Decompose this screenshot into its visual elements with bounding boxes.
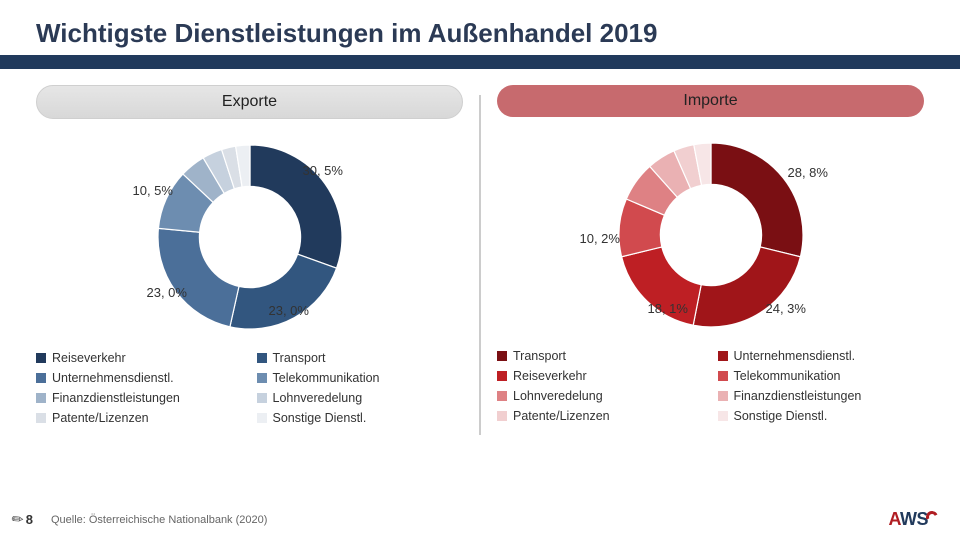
- donut-slice: [158, 228, 239, 326]
- legend-label: Telekommunikation: [734, 369, 841, 383]
- legend-label: Sonstige Dienstl.: [734, 409, 828, 423]
- legend-label: Unternehmensdienstl.: [734, 349, 856, 363]
- slice-label: 30, 5%: [303, 163, 343, 178]
- legend-label: Finanzdienstleistungen: [52, 391, 180, 405]
- legend-label: Patente/Lizenzen: [513, 409, 610, 423]
- slice-label: 28, 8%: [788, 165, 828, 180]
- page-number: 8: [26, 512, 33, 527]
- exporte-legend: Reiseverkehr Transport Unternehmensdienstl…: [36, 351, 463, 425]
- legend-item: Transport: [257, 351, 464, 365]
- content-row: Exporte 30, 5% 23, 0% 23, 0% 10, 5% Reiseve…: [0, 69, 960, 469]
- slide: Wichtigste Dienstleistungen im Außenhand…: [0, 0, 960, 540]
- legend-swatch: [718, 411, 728, 421]
- legend-item: Patente/Lizenzen: [36, 411, 243, 425]
- slice-label: 10, 2%: [580, 231, 620, 246]
- accent-bar: [0, 55, 960, 69]
- legend-item: Telekommunikation: [718, 369, 925, 383]
- legend-label: Sonstige Dienstl.: [273, 411, 367, 425]
- legend-swatch: [36, 373, 46, 383]
- legend-swatch: [257, 413, 267, 423]
- slice-label: 23, 0%: [147, 285, 187, 300]
- legend-swatch: [257, 353, 267, 363]
- exporte-chart-wrap: 30, 5% 23, 0% 23, 0% 10, 5%: [125, 127, 375, 347]
- legend-item: Reiseverkehr: [36, 351, 243, 365]
- legend-item: Unternehmensdienstl.: [718, 349, 925, 363]
- legend-item: Finanzdienstleistungen: [718, 389, 925, 403]
- legend-label: Transport: [273, 351, 326, 365]
- footer: ✎ 8 Quelle: Österreichische Nationalbank…: [0, 509, 960, 530]
- exporte-column: Exporte 30, 5% 23, 0% 23, 0% 10, 5% Reiseve…: [36, 85, 463, 469]
- legend-item: Telekommunikation: [257, 371, 464, 385]
- legend-item: Lohnveredelung: [257, 391, 464, 405]
- legend-item: Sonstige Dienstl.: [718, 409, 925, 423]
- slice-label: 23, 0%: [269, 303, 309, 318]
- legend-swatch: [718, 391, 728, 401]
- importe-column: Importe 28, 8% 24, 3% 18, 1% 10, 2% Transpo…: [497, 85, 924, 469]
- legend-swatch: [36, 393, 46, 403]
- slice-label: 24, 3%: [766, 301, 806, 316]
- exporte-header: Exporte: [36, 85, 463, 119]
- slice-label: 10, 5%: [133, 183, 173, 198]
- legend-label: Unternehmensdienstl.: [52, 371, 174, 385]
- legend-label: Lohnveredelung: [273, 391, 363, 405]
- importe-header: Importe: [497, 85, 924, 117]
- column-divider: [479, 95, 481, 435]
- legend-label: Lohnveredelung: [513, 389, 603, 403]
- legend-swatch: [497, 391, 507, 401]
- legend-swatch: [497, 351, 507, 361]
- legend-item: Lohnveredelung: [497, 389, 704, 403]
- legend-label: Finanzdienstleistungen: [734, 389, 862, 403]
- legend-swatch: [36, 413, 46, 423]
- legend-item: Transport: [497, 349, 704, 363]
- legend-item: Finanzdienstleistungen: [36, 391, 243, 405]
- legend-swatch: [497, 411, 507, 421]
- legend-item: Unternehmensdienstl.: [36, 371, 243, 385]
- slice-label: 18, 1%: [648, 301, 688, 316]
- source-text: Quelle: Österreichische Nationalbank (20…: [51, 514, 889, 526]
- legend-swatch: [718, 371, 728, 381]
- importe-chart-wrap: 28, 8%24, 3%18, 1%10, 2%: [586, 125, 836, 345]
- aws-logo: AWS: [888, 509, 938, 530]
- legend-swatch: [36, 353, 46, 363]
- legend-item: Patente/Lizenzen: [497, 409, 704, 423]
- legend-label: Reiseverkehr: [52, 351, 126, 365]
- legend-swatch: [718, 351, 728, 361]
- legend-item: Sonstige Dienstl.: [257, 411, 464, 425]
- donut-slice: [711, 143, 803, 257]
- legend-swatch: [257, 393, 267, 403]
- importe-legend: Transport Unternehmensdienstl. Reiseverkeh…: [497, 349, 924, 423]
- legend-swatch: [497, 371, 507, 381]
- legend-label: Patente/Lizenzen: [52, 411, 149, 425]
- legend-swatch: [257, 373, 267, 383]
- legend-item: Reiseverkehr: [497, 369, 704, 383]
- legend-label: Transport: [513, 349, 566, 363]
- legend-label: Reiseverkehr: [513, 369, 587, 383]
- page-title: Wichtigste Dienstleistungen im Außenhand…: [0, 0, 960, 55]
- legend-label: Telekommunikation: [273, 371, 380, 385]
